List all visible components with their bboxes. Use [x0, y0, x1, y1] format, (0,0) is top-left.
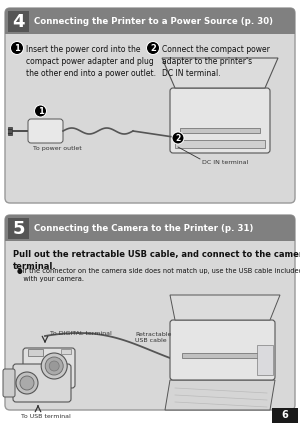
FancyBboxPatch shape	[3, 369, 15, 397]
Text: 4: 4	[12, 12, 25, 31]
Text: Connecting the Printer to a Power Source (p. 30): Connecting the Printer to a Power Source…	[34, 17, 273, 26]
FancyBboxPatch shape	[170, 88, 270, 153]
Circle shape	[20, 376, 34, 390]
Circle shape	[41, 353, 67, 379]
Circle shape	[16, 372, 38, 394]
Polygon shape	[165, 380, 275, 410]
Bar	[175, 140, 265, 148]
Bar	[272, 408, 298, 423]
Bar	[8, 127, 12, 135]
Circle shape	[146, 42, 160, 54]
Text: To USB terminal: To USB terminal	[21, 414, 71, 419]
Bar	[180, 128, 260, 133]
FancyBboxPatch shape	[28, 119, 63, 143]
Text: 5: 5	[12, 219, 25, 238]
Text: Pull out the retractable USB cable, and connect to the camera's DIGITAL
terminal: Pull out the retractable USB cable, and …	[13, 250, 300, 271]
FancyBboxPatch shape	[5, 215, 295, 241]
Text: To power outlet: To power outlet	[33, 146, 82, 151]
Bar	[61, 349, 71, 354]
Text: DC IN terminal: DC IN terminal	[202, 160, 248, 165]
Text: Connecting the Camera to the Printer (p. 31): Connecting the Camera to the Printer (p.…	[34, 224, 254, 232]
FancyBboxPatch shape	[23, 348, 75, 388]
Bar	[257, 345, 273, 375]
Circle shape	[172, 132, 184, 144]
Text: Retractable
USB cable: Retractable USB cable	[135, 332, 171, 343]
Circle shape	[34, 105, 46, 117]
FancyBboxPatch shape	[5, 8, 295, 34]
FancyBboxPatch shape	[13, 364, 71, 402]
Circle shape	[49, 361, 59, 371]
Text: Insert the power cord into the
compact power adapter and plug
the other end into: Insert the power cord into the compact p…	[26, 45, 156, 78]
Text: To DIGITAL terminal: To DIGITAL terminal	[50, 331, 112, 336]
FancyBboxPatch shape	[5, 8, 295, 203]
FancyBboxPatch shape	[5, 215, 295, 410]
Text: ●If the connector on the camera side does not match up, use the USB cable includ: ●If the connector on the camera side doe…	[17, 268, 300, 282]
Polygon shape	[162, 58, 278, 88]
Text: 1: 1	[14, 43, 20, 53]
Bar	[5, 228, 295, 241]
Circle shape	[11, 42, 23, 54]
Circle shape	[45, 357, 63, 375]
Bar	[8, 11, 29, 32]
Text: 6: 6	[282, 411, 288, 420]
Text: 2: 2	[176, 133, 181, 142]
Polygon shape	[170, 295, 280, 320]
Bar	[5, 21, 295, 34]
Bar	[28, 349, 43, 356]
Text: Connect the compact power
adapter to the printer's
DC IN terminal.: Connect the compact power adapter to the…	[162, 45, 270, 78]
Text: 2: 2	[150, 43, 156, 53]
Bar	[8, 218, 29, 239]
FancyBboxPatch shape	[170, 320, 275, 380]
Bar	[182, 353, 263, 358]
Text: 1: 1	[38, 107, 44, 116]
